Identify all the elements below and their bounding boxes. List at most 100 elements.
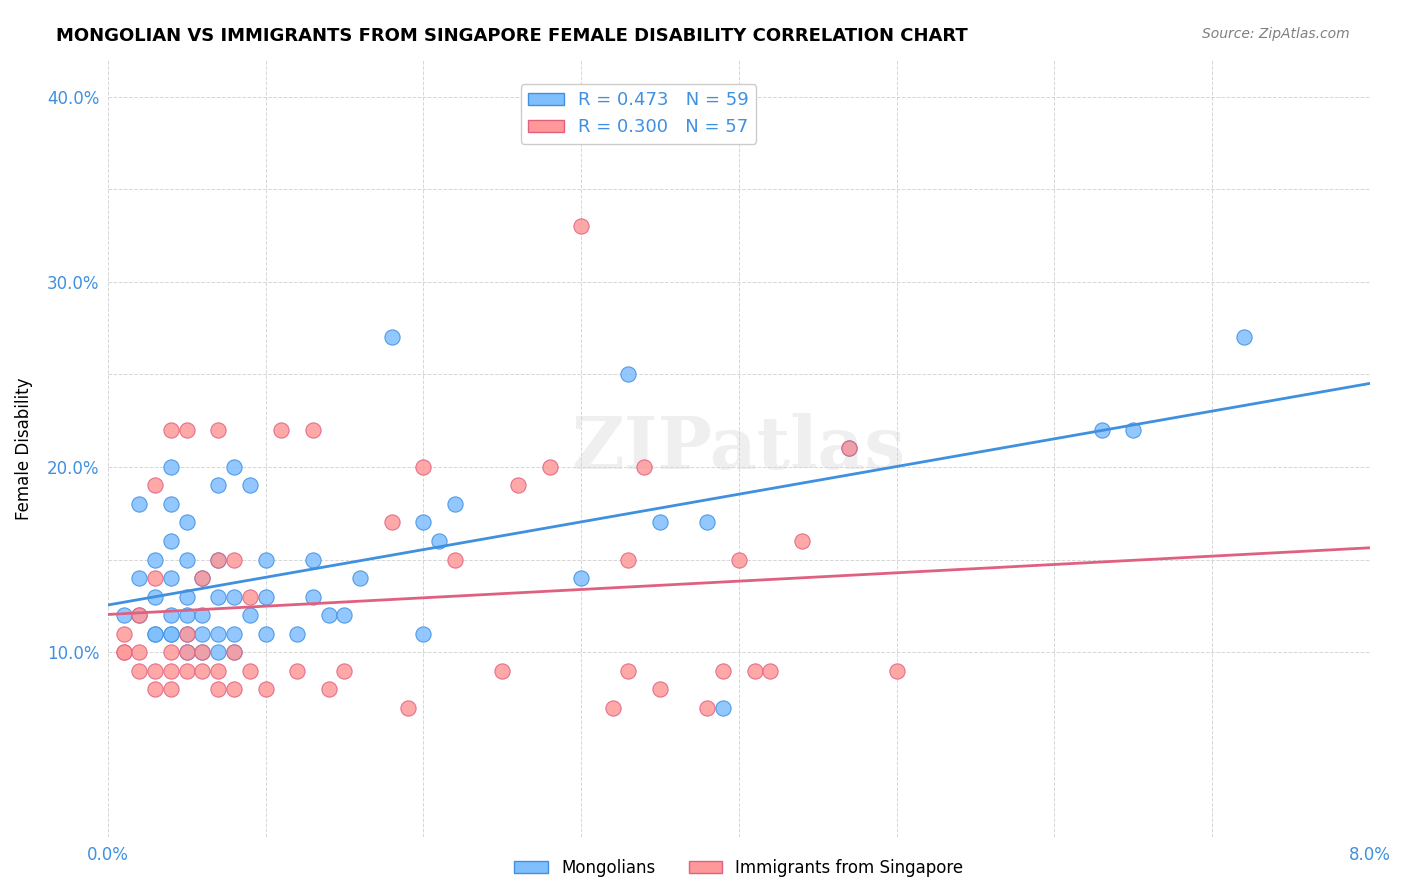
Point <box>112 626 135 640</box>
Point <box>207 478 229 492</box>
Point <box>617 552 640 566</box>
Point <box>207 423 229 437</box>
Point <box>176 664 198 678</box>
Text: ZIPatlas: ZIPatlas <box>572 413 905 484</box>
Point <box>302 590 325 604</box>
Point <box>412 626 434 640</box>
Point <box>696 700 718 714</box>
Point <box>569 219 592 234</box>
Point <box>790 534 813 549</box>
Point <box>222 552 245 566</box>
Point <box>128 571 150 585</box>
Point <box>160 645 183 659</box>
Point <box>191 645 214 659</box>
Point <box>648 682 671 697</box>
Point <box>176 552 198 566</box>
Point <box>838 442 860 456</box>
Point <box>744 664 766 678</box>
Point <box>444 552 467 566</box>
Point <box>143 552 166 566</box>
Point <box>759 664 782 678</box>
Point <box>176 626 198 640</box>
Point <box>160 423 183 437</box>
Point <box>711 664 734 678</box>
Point <box>349 571 371 585</box>
Point <box>143 478 166 492</box>
Point <box>143 682 166 697</box>
Point <box>728 552 751 566</box>
Point <box>396 700 419 714</box>
Point <box>176 626 198 640</box>
Point <box>886 664 908 678</box>
Point <box>143 664 166 678</box>
Text: Source: ZipAtlas.com: Source: ZipAtlas.com <box>1202 27 1350 41</box>
Point <box>112 645 135 659</box>
Point <box>191 645 214 659</box>
Point <box>207 645 229 659</box>
Point <box>207 682 229 697</box>
Point <box>617 664 640 678</box>
Point <box>160 571 183 585</box>
Point <box>160 497 183 511</box>
Point <box>191 626 214 640</box>
Point <box>491 664 513 678</box>
Point <box>191 571 214 585</box>
Point <box>207 552 229 566</box>
Legend: Mongolians, Immigrants from Singapore: Mongolians, Immigrants from Singapore <box>508 852 970 883</box>
Text: MONGOLIAN VS IMMIGRANTS FROM SINGAPORE FEMALE DISABILITY CORRELATION CHART: MONGOLIAN VS IMMIGRANTS FROM SINGAPORE F… <box>56 27 967 45</box>
Point <box>160 664 183 678</box>
Point <box>381 516 404 530</box>
Point <box>176 608 198 623</box>
Point <box>176 590 198 604</box>
Point <box>412 459 434 474</box>
Point <box>412 516 434 530</box>
Point <box>176 645 198 659</box>
Point <box>318 608 340 623</box>
Point <box>207 590 229 604</box>
Point <box>160 626 183 640</box>
Point <box>538 459 561 474</box>
Point <box>143 571 166 585</box>
Point <box>1122 423 1144 437</box>
Point <box>318 682 340 697</box>
Point <box>302 552 325 566</box>
Point <box>191 608 214 623</box>
Point <box>254 682 277 697</box>
Point <box>569 571 592 585</box>
Point <box>176 516 198 530</box>
Point <box>112 645 135 659</box>
Point <box>427 534 450 549</box>
Point <box>617 368 640 382</box>
Point <box>648 516 671 530</box>
Point <box>711 700 734 714</box>
Point <box>1091 423 1114 437</box>
Point <box>112 608 135 623</box>
Point <box>602 700 624 714</box>
Point <box>333 664 356 678</box>
Point <box>285 626 308 640</box>
Point <box>143 590 166 604</box>
Point <box>191 664 214 678</box>
Point <box>254 552 277 566</box>
Point <box>239 590 262 604</box>
Point <box>207 552 229 566</box>
Point <box>333 608 356 623</box>
Point <box>160 459 183 474</box>
Point <box>222 626 245 640</box>
Point <box>128 497 150 511</box>
Point <box>633 459 655 474</box>
Point <box>222 459 245 474</box>
Point <box>143 626 166 640</box>
Point <box>143 626 166 640</box>
Point <box>222 645 245 659</box>
Point <box>381 330 404 344</box>
Point <box>128 664 150 678</box>
Point <box>222 590 245 604</box>
Point <box>160 682 183 697</box>
Point <box>160 534 183 549</box>
Point <box>302 423 325 437</box>
Point <box>160 626 183 640</box>
Point <box>696 516 718 530</box>
Point <box>128 645 150 659</box>
Point <box>160 608 183 623</box>
